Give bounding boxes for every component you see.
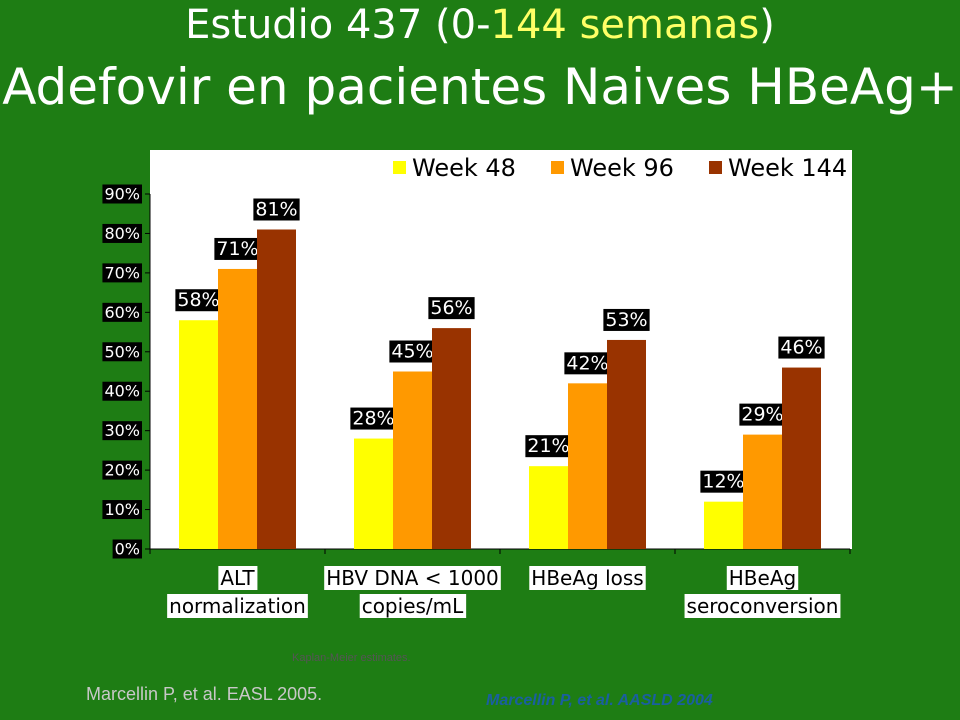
- legend-label: Week 96: [570, 154, 674, 182]
- slide-subtitle: Adefovir en pacientes Naives HBeAg+: [2, 58, 958, 116]
- category-label-bg: [529, 566, 646, 590]
- data-label-bg: [350, 407, 397, 430]
- slide-title: Estudio 437 (0-144 semanas): [0, 2, 960, 48]
- title-highlight: 144 semanas: [490, 2, 760, 48]
- data-label: 29%: [741, 404, 783, 426]
- bar: [607, 339, 646, 549]
- category-label: HBV DNA < 1000: [326, 566, 499, 590]
- data-label: 56%: [430, 297, 472, 319]
- data-label: 28%: [352, 408, 394, 430]
- data-label-bg: [389, 340, 436, 363]
- bar: [529, 466, 568, 549]
- title-suffix: ): [759, 2, 775, 48]
- category-label-bg: [218, 566, 258, 590]
- bar: [743, 434, 782, 549]
- legend-swatch: [393, 161, 406, 174]
- bar: [179, 320, 218, 549]
- category-label-bg: [359, 594, 467, 618]
- y-tick-label-bg: [102, 342, 142, 362]
- category-label: HBeAg loss: [531, 566, 643, 590]
- bar: [393, 371, 432, 549]
- data-label-bg: [778, 336, 825, 359]
- bar: [354, 438, 393, 549]
- legend-label-bg: [726, 154, 850, 182]
- data-label-bg: [564, 352, 611, 375]
- data-label-bg: [603, 308, 650, 331]
- y-tick-label: 90%: [104, 185, 140, 204]
- category-label: seroconversion: [687, 594, 839, 618]
- y-tick-label: 0%: [115, 540, 140, 559]
- bar: [257, 229, 296, 549]
- data-label: 45%: [391, 341, 433, 363]
- data-label-bg: [525, 435, 572, 458]
- y-tick-label-bg: [112, 539, 142, 559]
- kaplan-meier-note: Kaplan-Meier estimates.: [292, 652, 411, 664]
- legend-label: Week 48: [412, 154, 516, 182]
- bar: [568, 383, 607, 549]
- data-label-bg: [739, 403, 786, 426]
- y-tick-label: 70%: [104, 263, 140, 282]
- category-label: normalization: [169, 594, 306, 618]
- y-tick-label: 10%: [104, 500, 140, 519]
- data-label-bg: [214, 237, 261, 260]
- y-tick-label-bg: [102, 302, 142, 322]
- category-label-bg: [324, 566, 501, 590]
- data-label-bg: [428, 297, 475, 320]
- data-label: 58%: [177, 289, 219, 311]
- data-label-bg: [700, 470, 747, 493]
- y-tick-label-bg: [102, 500, 142, 520]
- bar: [782, 367, 821, 549]
- y-tick-label-bg: [102, 381, 142, 401]
- y-tick-label: 20%: [104, 461, 140, 480]
- y-tick-label-bg: [102, 184, 142, 204]
- title-prefix: Estudio 437 (0-: [185, 2, 491, 48]
- data-label: 12%: [702, 471, 744, 493]
- category-label: copies/mL: [362, 594, 464, 618]
- data-label: 81%: [255, 199, 297, 221]
- category-label-bg: [684, 594, 841, 618]
- y-tick-label-bg: [102, 421, 142, 441]
- y-tick-label: 30%: [104, 421, 140, 440]
- citation-easl: Marcellin P, et al. EASL 2005.: [86, 684, 323, 704]
- category-label-bg: [167, 594, 308, 618]
- y-tick-label-bg: [102, 263, 142, 283]
- data-label: 53%: [605, 309, 647, 331]
- legend-label-bg: [410, 154, 518, 182]
- category-label: HBeAg: [729, 566, 796, 590]
- legend-swatch: [709, 161, 722, 174]
- bar: [218, 268, 257, 549]
- bar: [704, 501, 743, 549]
- legend-label: Week 144: [728, 154, 847, 182]
- bar: [432, 328, 471, 549]
- y-tick-label: 60%: [104, 303, 140, 322]
- data-label: 71%: [216, 238, 258, 260]
- y-tick-label: 50%: [104, 342, 140, 361]
- data-label: 42%: [566, 352, 608, 374]
- legend-swatch: [551, 161, 564, 174]
- data-label: 21%: [527, 435, 569, 457]
- data-label-bg: [253, 198, 300, 221]
- y-tick-label: 40%: [104, 382, 140, 401]
- y-tick-label-bg: [102, 460, 142, 480]
- category-label: ALT: [220, 566, 255, 590]
- y-tick-label: 80%: [104, 224, 140, 243]
- data-label: 46%: [780, 337, 822, 359]
- category-label-bg: [726, 566, 799, 590]
- citation-aasld: Marcellin P, et al. AASLD 2004: [486, 692, 713, 709]
- data-label-bg: [175, 289, 222, 312]
- legend-label-bg: [568, 154, 676, 182]
- y-tick-label-bg: [102, 223, 142, 243]
